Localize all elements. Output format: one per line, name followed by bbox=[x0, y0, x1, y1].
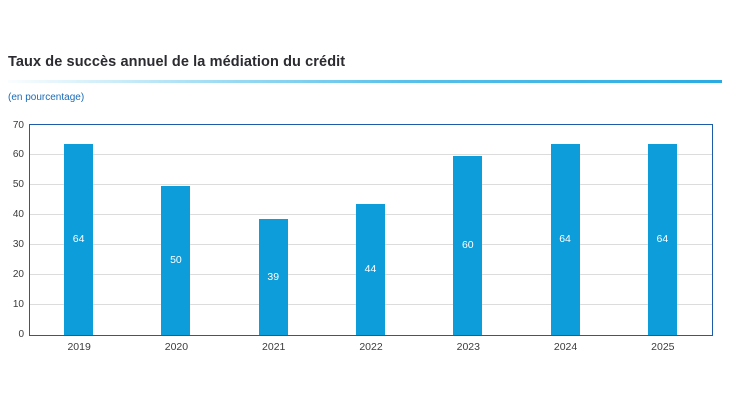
bar-2024: 64 bbox=[550, 143, 580, 335]
y-tick-label: 70 bbox=[12, 119, 24, 131]
plot-area: 64 50 39 44 60 64 64 bbox=[29, 124, 713, 336]
x-tick-label-2021: 2021 bbox=[262, 341, 286, 353]
bar-value-label: 64 bbox=[656, 233, 669, 246]
x-tick-label-2024: 2024 bbox=[553, 341, 578, 353]
chart-subtitle: (en pourcentage) bbox=[8, 92, 85, 103]
bar-value-label: 39 bbox=[267, 270, 280, 283]
title-underline-rule bbox=[8, 80, 722, 83]
bar-value-label: 64 bbox=[559, 233, 571, 246]
y-tick-label: 10 bbox=[12, 298, 24, 310]
bar-2021: 39 bbox=[258, 218, 288, 335]
x-tick-label-2019: 2019 bbox=[67, 341, 91, 353]
y-tick-label: 60 bbox=[12, 149, 24, 161]
bar-value-label: 50 bbox=[170, 254, 182, 267]
bar-value-label: 60 bbox=[461, 239, 474, 252]
y-tick-label: 0 bbox=[18, 328, 24, 340]
bar-2025: 64 bbox=[647, 143, 677, 335]
bar-2020: 50 bbox=[161, 185, 191, 335]
bar-2023: 60 bbox=[453, 155, 483, 335]
gridline bbox=[30, 184, 712, 185]
bar-value-label: 64 bbox=[72, 233, 85, 246]
y-tick-label: 20 bbox=[12, 268, 24, 280]
bar-2019: 64 bbox=[64, 143, 94, 335]
y-tick-label: 50 bbox=[12, 179, 24, 191]
x-tick-label-2025: 2025 bbox=[651, 341, 675, 353]
y-tick-label: 40 bbox=[12, 209, 24, 221]
bar-value-label: 44 bbox=[364, 263, 377, 276]
x-tick-label-2022: 2022 bbox=[359, 341, 383, 353]
x-tick-label-2023: 2023 bbox=[456, 341, 480, 353]
y-tick-label: 30 bbox=[12, 238, 24, 250]
page-title: Taux de succès annuel de la médiation du… bbox=[8, 54, 346, 70]
x-tick-label-2020: 2020 bbox=[164, 341, 189, 353]
bar-2022: 44 bbox=[356, 203, 385, 335]
gridline bbox=[30, 154, 712, 155]
